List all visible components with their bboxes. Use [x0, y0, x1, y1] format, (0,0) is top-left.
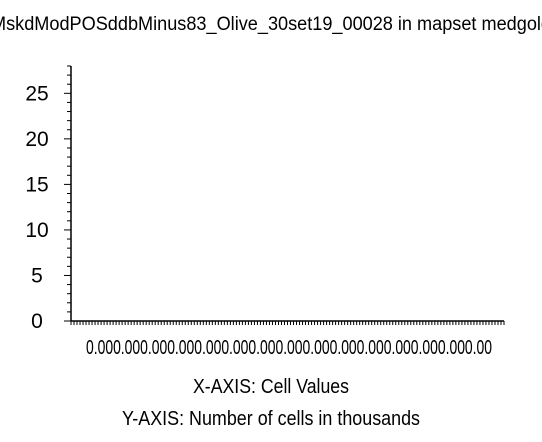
x-tick-label: 0.00 [465, 337, 492, 359]
y-tick-label: 0 [31, 310, 43, 333]
x-tick-label: 0.00 [86, 337, 113, 359]
x-tick-label: 0.00 [140, 337, 167, 359]
y-minor-ticks [64, 65, 71, 322]
x-minor-ticks [70, 321, 505, 325]
x-tick-label: 0.00 [194, 337, 221, 359]
x-tick-label: 0.00 [384, 337, 411, 359]
x-tick-label: 0.00 [303, 337, 330, 359]
x-tick-label: 0.00 [167, 337, 194, 359]
y-tick-labels: 0 5 10 15 20 25 [25, 82, 48, 333]
x-tick-label: 0.00 [221, 337, 248, 359]
x-tick-label: 0.00 [411, 337, 438, 359]
y-tick-label: 5 [31, 264, 43, 287]
y-tick-label: 25 [25, 82, 48, 105]
y-axis-label: Y-AXIS: Number of cells in thousands [122, 408, 420, 430]
x-axis-label: X-AXIS: Cell Values [193, 376, 349, 398]
x-tick-label: 0.00 [438, 337, 465, 359]
y-tick-label: 10 [25, 219, 48, 242]
x-tick-label: 0.00 [330, 337, 357, 359]
x-tick-label: 0.00 [275, 337, 302, 359]
x-tick-labels: 0.00 0.00 0.00 0.00 0.00 0.00 0.00 0.00 0.00 0.00… [86, 337, 492, 359]
chart-title: MskdModPOSddbMinus83_Olive_30set19_00028… [0, 14, 542, 35]
x-tick-label: 0.00 [248, 337, 275, 359]
x-tick-label: 0.00 [357, 337, 384, 359]
y-tick-label: 15 [25, 173, 48, 196]
y-tick-label: 20 [25, 128, 48, 151]
x-tick-label: 0.00 [113, 337, 140, 359]
